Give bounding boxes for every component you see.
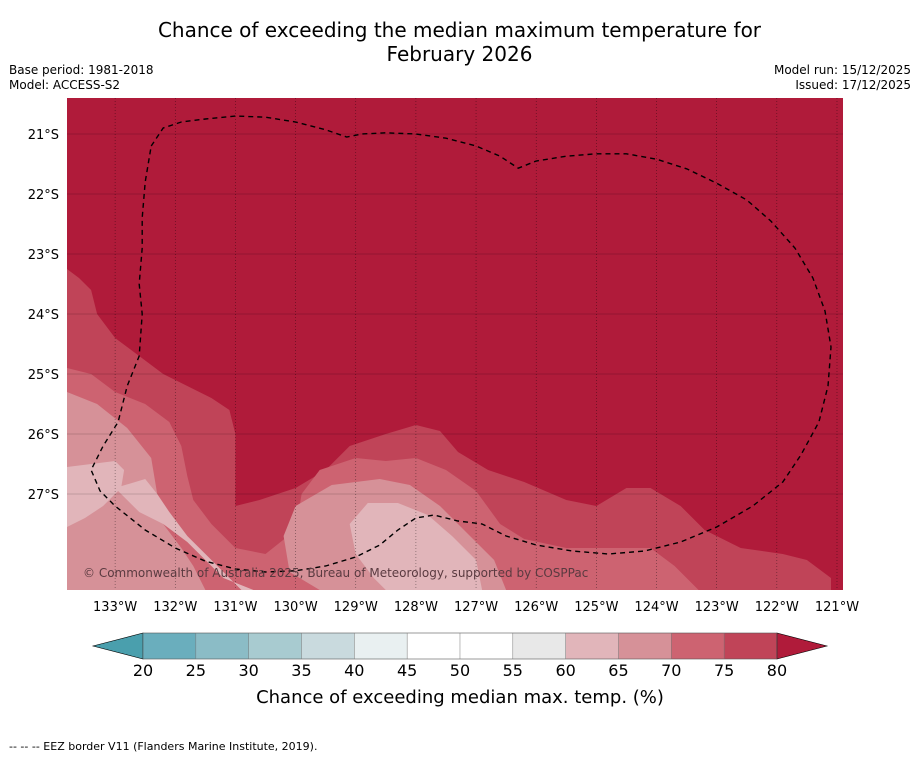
colorbar: 20 25 30 35 40 45 50 55 60 65 70 75 80: [91, 632, 829, 680]
colorbar-extend-high: [776, 632, 829, 660]
metadata-left: Base period: 1981-2018 Model: ACCESS-S2: [9, 63, 154, 93]
issued-date: Issued: 17/12/2025: [795, 78, 911, 92]
title-line-2: February 2026: [386, 42, 533, 66]
lon-tick-label: 126°W: [514, 600, 558, 615]
lon-tick-label: 132°W: [153, 600, 197, 615]
base-period: Base period: 1981-2018: [9, 63, 154, 77]
colorbar-tick-label: 55: [503, 661, 523, 680]
lat-tick-label: 24°S: [28, 308, 59, 323]
colorbar-segment: [248, 633, 302, 659]
colorbar-tick-label: 20: [133, 661, 153, 680]
contour-band-75-80: [67, 269, 831, 590]
colorbar-tick-label: 80: [767, 661, 787, 680]
colorbar-tick-label: 65: [608, 661, 628, 680]
lat-tick-label: 26°S: [28, 428, 59, 443]
graticule: [67, 98, 843, 590]
contour-band-70-75: [67, 368, 699, 590]
colorbar-tick-label: 30: [238, 661, 258, 680]
colorbar-tick-label: 75: [714, 661, 734, 680]
lon-tick-label: 133°W: [93, 600, 137, 615]
colorbar-tick-label: 35: [291, 661, 311, 680]
copyright-notice: © Commonwealth of Australia 2025, Bureau…: [83, 566, 588, 580]
colorbar-extend-low: [91, 632, 144, 660]
lat-tick-label: 23°S: [28, 248, 59, 263]
eez-footnote: -- -- -- EEZ border V11 (Flanders Marine…: [9, 740, 318, 753]
eez-border-line: [90, 115, 832, 573]
colorbar-tick-label: 70: [661, 661, 681, 680]
lon-tick-label: 124°W: [634, 600, 678, 615]
lon-tick-label: 128°W: [394, 600, 438, 615]
colorbar-segment: [459, 633, 514, 659]
colorbar-segment: [512, 633, 567, 659]
colorbar-segment: [618, 633, 672, 659]
colorbar-segment: [724, 633, 778, 659]
colorbar-segment: [565, 633, 619, 659]
lon-tick-label: 121°W: [815, 600, 859, 615]
colorbar-tick-label: 60: [555, 661, 575, 680]
colorbar-tick-label: 50: [450, 661, 470, 680]
colorbar-tick-label: 25: [186, 661, 206, 680]
colorbar-segment: [143, 633, 197, 659]
model-run: Model run: 15/12/2025: [773, 63, 911, 77]
lat-tick-label: 27°S: [28, 488, 59, 503]
lon-tick-label: 125°W: [574, 600, 618, 615]
colorbar-segment: [407, 633, 461, 659]
contour-band-60-65: [67, 467, 483, 590]
lat-tick-label: 21°S: [28, 128, 59, 143]
map-title: Chance of exceeding the median maximum t…: [0, 18, 919, 66]
lon-tick-label: 131°W: [213, 600, 257, 615]
colorbar-segment: [671, 633, 725, 659]
model-name: Model: ACCESS-S2: [9, 78, 121, 92]
colorbar-title: Chance of exceeding median max. temp. (%…: [256, 687, 664, 708]
axis-ticks: 133°W 132°W 131°W 130°W 129°W 128°W 127°W 126°W…: [28, 128, 860, 615]
colorbar-tick-label: 40: [344, 661, 364, 680]
lat-tick-label: 25°S: [28, 368, 59, 383]
lon-tick-label: 129°W: [334, 600, 378, 615]
colorbar-tick-label: 45: [397, 661, 417, 680]
colorbar-segment: [301, 633, 355, 659]
lon-tick-label: 127°W: [454, 600, 498, 615]
colorbar-segment: [195, 633, 250, 659]
colorbar-segment: [354, 633, 408, 659]
lon-tick-label: 130°W: [274, 600, 318, 615]
metadata-right: Model run: 15/12/2025 Issued: 17/12/2025: [774, 63, 911, 93]
lat-tick-label: 22°S: [28, 188, 59, 203]
lon-tick-label: 123°W: [695, 600, 739, 615]
title-line-1: Chance of exceeding the median maximum t…: [157, 18, 762, 42]
lon-tick-label: 122°W: [755, 600, 799, 615]
contour-bands: [67, 269, 831, 590]
contour-band-60-65-sw: [67, 461, 125, 527]
